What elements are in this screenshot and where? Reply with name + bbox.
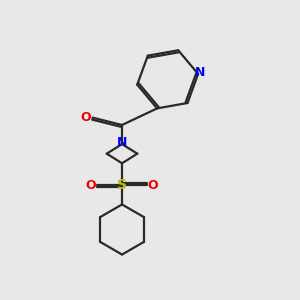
Text: O: O <box>148 179 158 192</box>
Text: N: N <box>117 136 127 149</box>
Text: S: S <box>117 178 127 192</box>
Text: O: O <box>81 111 92 124</box>
Text: O: O <box>86 179 96 192</box>
Text: N: N <box>195 66 206 79</box>
